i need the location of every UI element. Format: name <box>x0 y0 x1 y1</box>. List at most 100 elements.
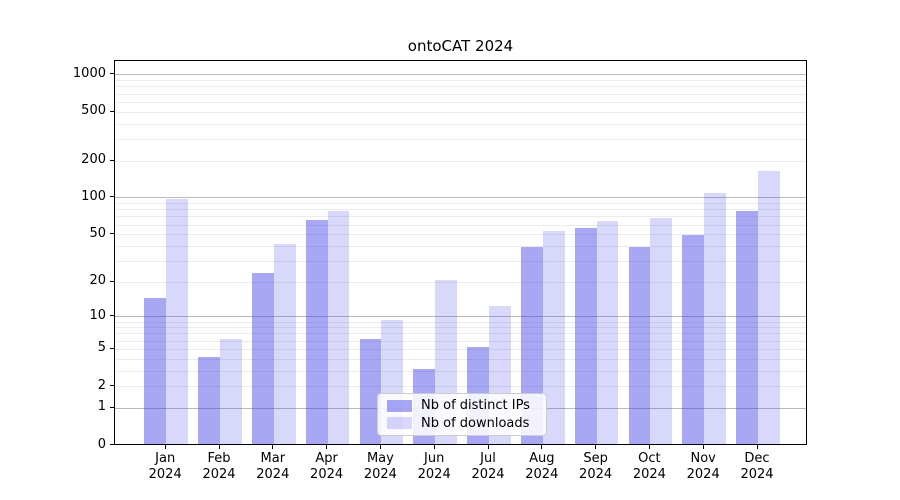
x-tick-label: Sep 2024 <box>579 451 613 482</box>
minor-gridline <box>115 111 806 113</box>
legend: Nb of distinct IPs Nb of downloads <box>377 393 547 436</box>
y-tick-mark <box>110 110 114 112</box>
y-tick-label: 0 <box>97 436 106 452</box>
x-tick-label: May 2024 <box>363 451 397 482</box>
bar-nb-of-distinct-ips-feb <box>198 357 220 444</box>
minor-gridline <box>115 370 806 372</box>
plot-area <box>114 60 807 445</box>
major-gridline <box>115 316 806 318</box>
y-tick-label: 500 <box>81 103 106 119</box>
legend-swatch-downloads <box>387 417 412 430</box>
x-tick-label: Jan 2024 <box>148 451 182 482</box>
minor-gridline <box>115 340 806 342</box>
major-gridline <box>115 197 806 199</box>
legend-label: Nb of distinct IPs <box>421 398 530 414</box>
x-tick-mark <box>756 445 758 449</box>
bar-nb-of-downloads-apr <box>327 210 350 444</box>
x-tick-mark <box>379 445 381 449</box>
x-tick-label: Nov 2024 <box>686 451 720 482</box>
x-tick-mark <box>595 445 597 449</box>
bar-nb-of-distinct-ips-dec <box>736 211 758 444</box>
y-tick-mark <box>110 444 114 445</box>
bar-nb-of-distinct-ips-oct <box>628 247 651 444</box>
x-tick-label: Aug 2024 <box>525 451 559 482</box>
minor-gridline <box>115 386 806 388</box>
minor-gridline <box>115 203 806 205</box>
x-tick-mark <box>272 445 274 449</box>
x-tick-mark <box>541 445 543 449</box>
minor-gridline <box>115 234 806 236</box>
y-tick-mark <box>110 315 114 317</box>
minor-gridline <box>115 123 806 125</box>
chart-title: ontoCAT 2024 <box>407 37 514 55</box>
legend-item: Nb of distinct IPs <box>387 398 537 413</box>
x-tick-mark <box>164 445 166 449</box>
minor-gridline <box>115 245 806 247</box>
x-tick-label: Feb 2024 <box>202 451 236 482</box>
x-tick-mark <box>326 445 328 449</box>
minor-gridline <box>115 101 806 103</box>
bar-nb-of-downloads-aug <box>542 230 565 444</box>
x-tick-label: Dec 2024 <box>740 451 774 482</box>
minor-gridline <box>115 209 806 211</box>
bar-nb-of-distinct-ips-may <box>359 339 382 444</box>
x-tick-label: Jun 2024 <box>417 451 451 482</box>
minor-gridline <box>115 321 806 323</box>
bar-nb-of-downloads-nov <box>704 192 726 444</box>
x-tick-mark <box>702 445 704 449</box>
y-tick-label: 5 <box>97 340 106 356</box>
minor-gridline <box>115 358 806 360</box>
y-tick-label: 1000 <box>72 65 106 81</box>
bar-nb-of-downloads-sep <box>596 221 619 444</box>
x-tick-mark <box>648 445 650 449</box>
y-tick-mark <box>110 347 114 349</box>
legend-item: Nb of downloads <box>387 416 537 431</box>
y-tick-mark <box>110 280 114 282</box>
minor-gridline <box>115 260 806 262</box>
bar-nb-of-downloads-jan <box>166 198 188 444</box>
bar-nb-of-downloads-mar <box>273 244 296 444</box>
y-tick-mark <box>110 73 114 75</box>
bar-nb-of-downloads-feb <box>220 339 242 444</box>
x-tick-label: Apr 2024 <box>310 451 344 482</box>
y-tick-mark <box>110 196 114 198</box>
minor-gridline <box>115 138 806 140</box>
minor-gridline <box>115 281 806 283</box>
x-tick-mark <box>487 445 489 449</box>
x-tick-mark <box>433 445 435 449</box>
minor-gridline <box>115 80 806 82</box>
x-tick-label: Jul 2024 <box>471 451 505 482</box>
legend-swatch-distinct-ips <box>387 399 412 412</box>
minor-gridline <box>115 93 806 95</box>
y-tick-label: 200 <box>81 152 106 168</box>
bar-nb-of-distinct-ips-jan <box>144 298 167 444</box>
bar-nb-of-distinct-ips-sep <box>574 227 597 444</box>
bar-nb-of-distinct-ips-nov <box>682 234 705 444</box>
bar-nb-of-distinct-ips-mar <box>252 273 274 444</box>
minor-gridline <box>115 160 806 162</box>
y-tick-label: 1 <box>97 399 106 415</box>
minor-gridline <box>115 333 806 335</box>
y-tick-label: 50 <box>89 225 106 241</box>
y-tick-label: 100 <box>81 188 106 204</box>
y-tick-label: 20 <box>89 273 106 289</box>
x-tick-mark <box>218 445 220 449</box>
y-tick-mark <box>110 385 114 387</box>
y-tick-label: 10 <box>89 307 106 323</box>
minor-gridline <box>115 327 806 329</box>
minor-gridline <box>115 216 806 218</box>
legend-label: Nb of downloads <box>421 415 530 431</box>
y-tick-mark <box>110 406 114 408</box>
y-tick-mark <box>110 159 114 161</box>
y-tick-label: 2 <box>97 377 106 393</box>
bar-nb-of-downloads-oct <box>650 217 673 444</box>
minor-gridline <box>115 224 806 226</box>
major-gridline <box>115 74 806 76</box>
minor-gridline <box>115 348 806 350</box>
minor-gridline <box>115 86 806 88</box>
bar-nb-of-distinct-ips-apr <box>305 220 328 444</box>
x-tick-label: Mar 2024 <box>256 451 290 482</box>
y-tick-mark <box>110 233 114 235</box>
x-tick-label: Oct 2024 <box>632 451 666 482</box>
